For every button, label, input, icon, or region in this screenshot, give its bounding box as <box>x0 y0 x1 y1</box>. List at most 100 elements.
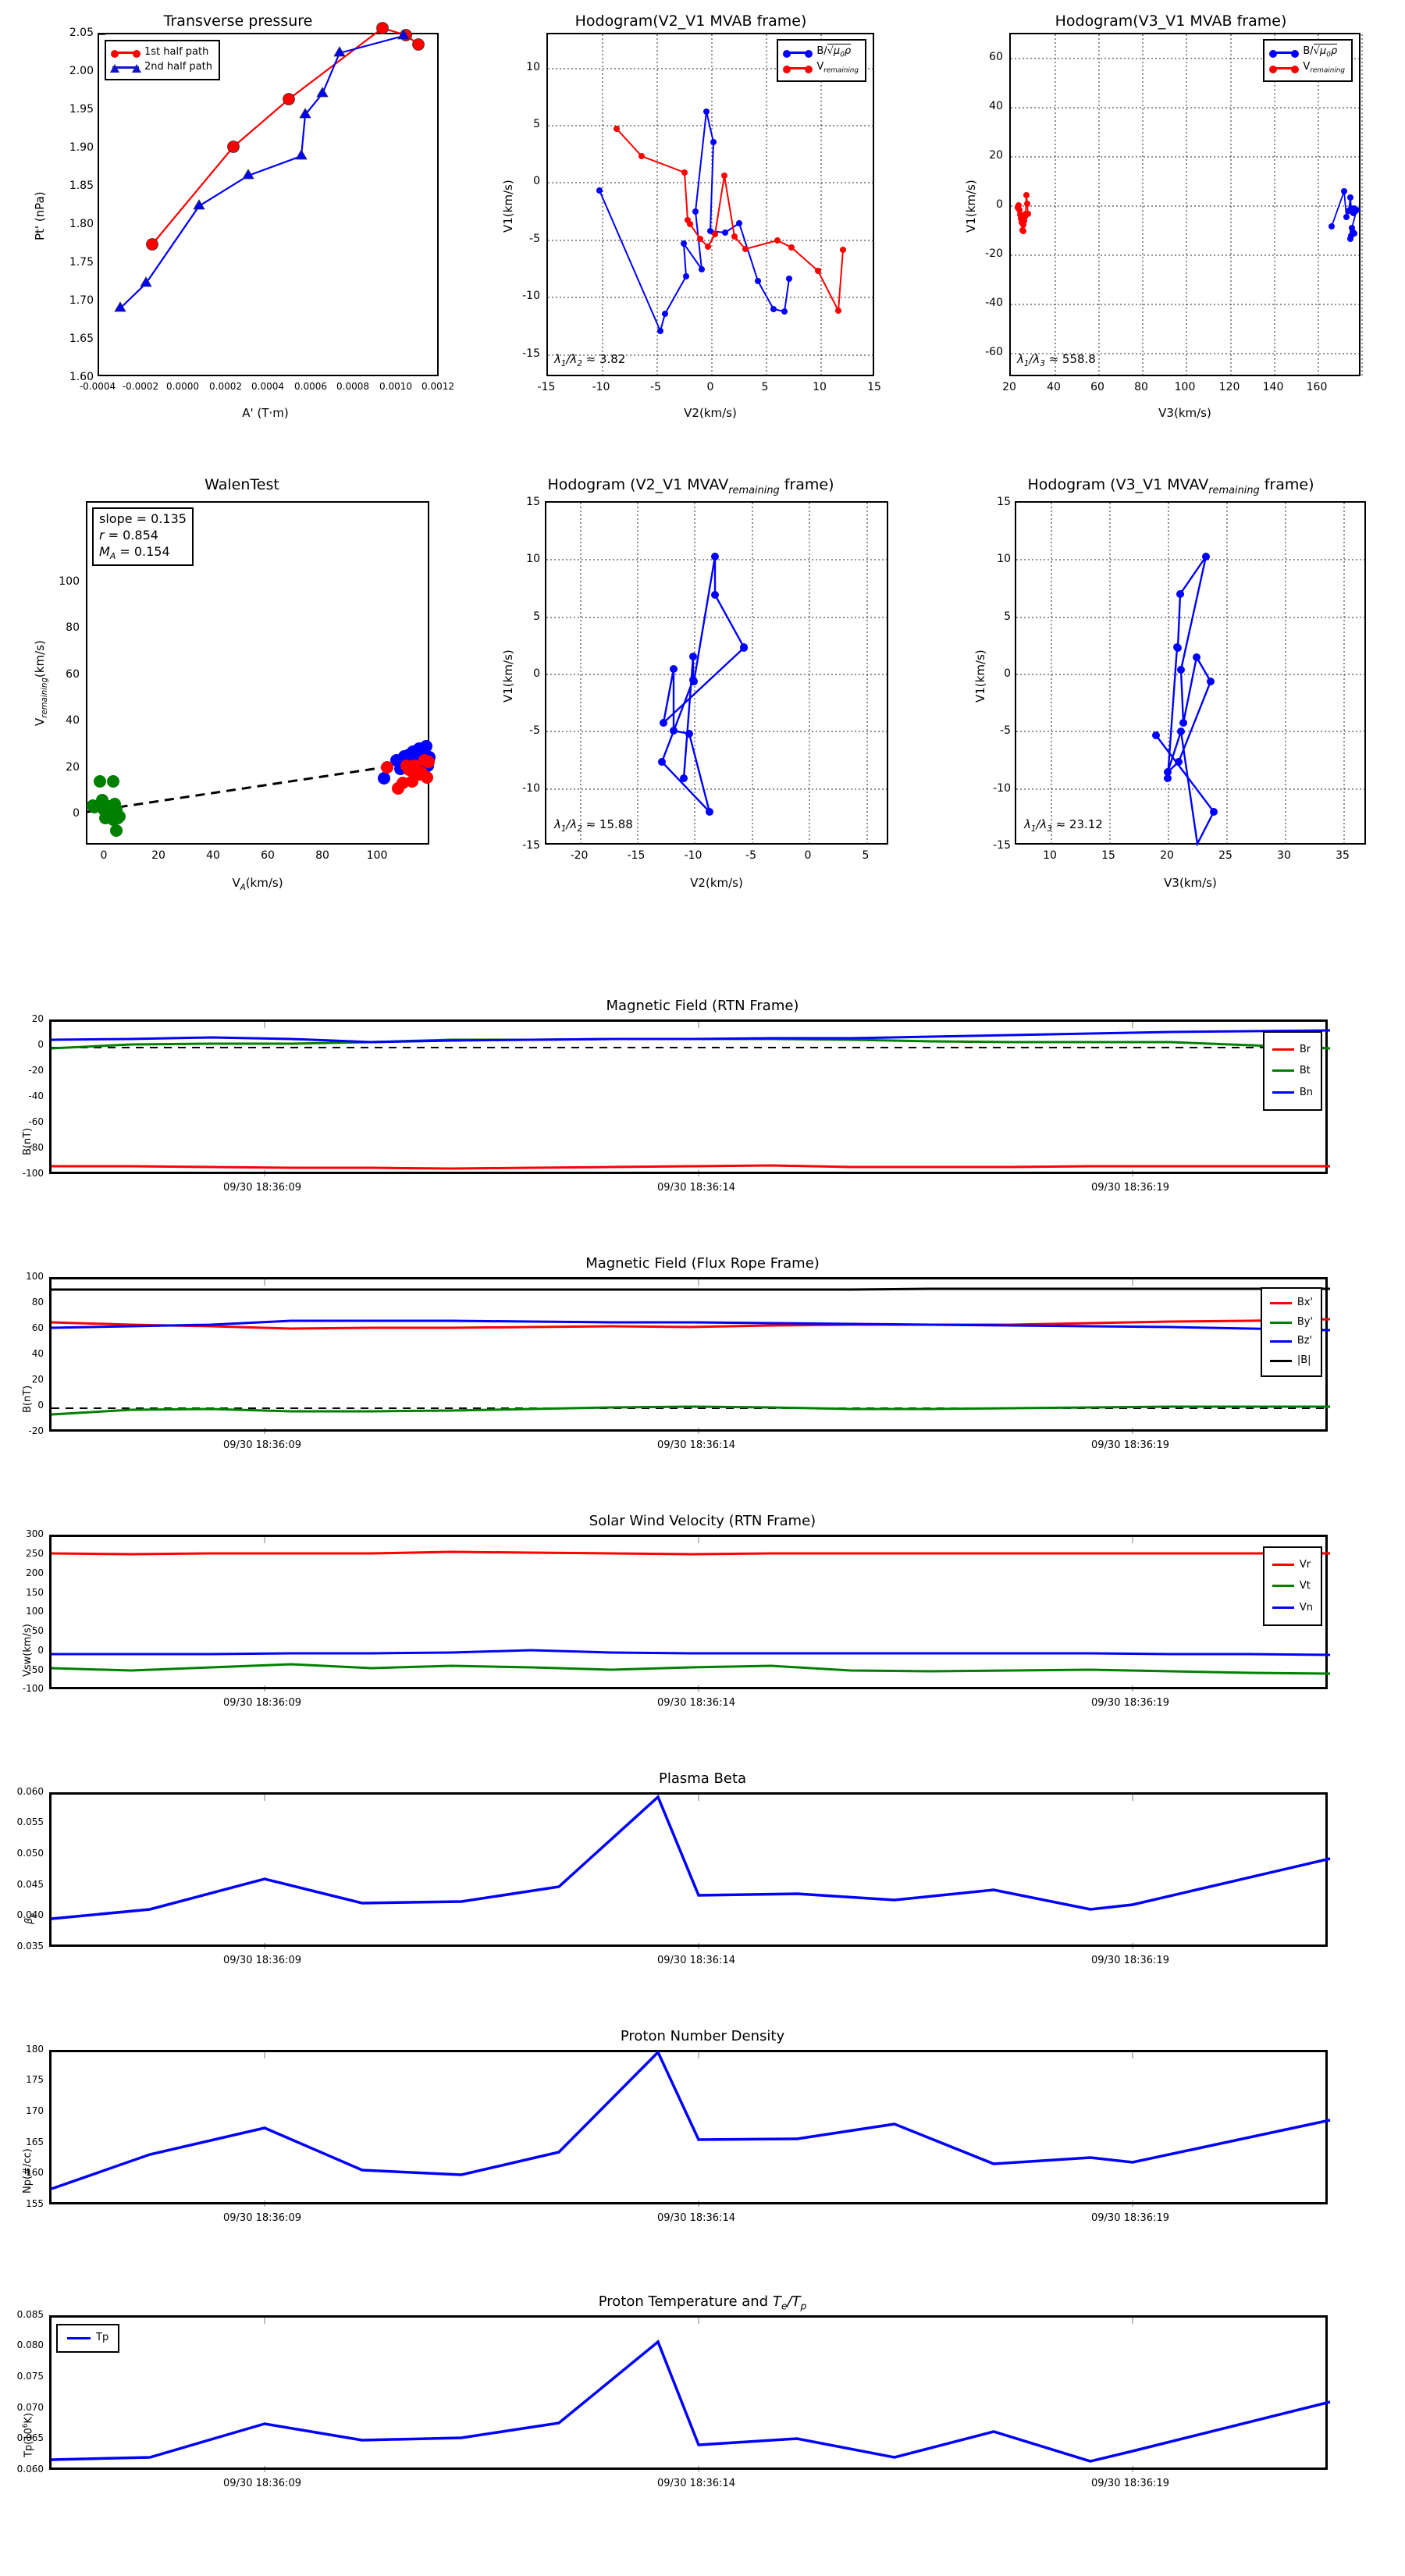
panel-hodogram-v3v1-mvav: Hodogram (V3_V1 MVAVremaining frame) V1(… <box>956 468 1393 906</box>
y-tick: 10 <box>526 553 540 565</box>
series-proton-temperature <box>51 2339 1331 2463</box>
series-proton-density <box>51 2049 1331 2190</box>
x-tick: 120 <box>1218 381 1240 393</box>
y-tick: 100 <box>26 1271 44 1282</box>
x-tick: 0.0010 <box>379 381 412 392</box>
plot-svg <box>546 503 890 846</box>
y-tick: 0.085 <box>16 2309 44 2320</box>
y-tick: 15 <box>526 496 540 508</box>
y-tick: 0 <box>533 175 540 187</box>
x-tick: 0.0004 <box>251 381 284 392</box>
x-tick: -5 <box>745 849 756 862</box>
x-tick: -15 <box>537 381 556 393</box>
y-tick: 1.85 <box>69 180 94 192</box>
y-tick: -60 <box>985 346 1003 358</box>
panel-title: Magnetic Field (RTN Frame) <box>606 998 799 1014</box>
plot-area: Vr Vt Vn <box>49 1535 1331 1692</box>
y-tick: 0.075 <box>16 2371 44 2382</box>
plot-area: B/√μ0ρ Vremaining λ1/λ2 ≈ 3.82 <box>546 33 876 378</box>
x-axis-label: VA(km/s) <box>232 876 283 892</box>
y-tick: 1.95 <box>69 103 94 116</box>
y-tick: 60 <box>989 51 1003 63</box>
y-tick: 0.080 <box>16 2339 44 2350</box>
x-tick-timestamp: 09/30 18:36:19 <box>1091 1182 1169 1194</box>
x-tick: 35 <box>1336 849 1350 862</box>
y-tick: -15 <box>522 839 540 852</box>
y-tick: 100 <box>26 1606 44 1617</box>
markers-2nd-half-path <box>114 29 410 312</box>
legend-label: Bx' <box>1297 1297 1313 1308</box>
markers-v <box>614 126 846 314</box>
y-tick: -100 <box>22 1168 44 1179</box>
panel-title: Solar Wind Velocity (RTN Frame) <box>589 1513 816 1529</box>
x-tick-timestamp: 09/30 18:36:09 <box>223 1182 301 1194</box>
y-tick: -20 <box>28 1065 44 1076</box>
panel-title: Hodogram (V2_V1 MVAVremaining frame) <box>547 476 834 496</box>
legend-item-bx: Bx' <box>1269 1293 1313 1313</box>
x-tick: 60 <box>261 849 275 862</box>
y-tick: 0.050 <box>16 1848 44 1859</box>
legend-item-1: 2nd half path <box>110 60 212 75</box>
gridlines-x <box>264 1537 1133 1692</box>
y-tick: 60 <box>31 1322 44 1333</box>
y-tick: -50 <box>28 1664 44 1675</box>
legend-item-vt: Vt <box>1272 1575 1313 1596</box>
y-tick: -40 <box>985 297 1003 309</box>
y-tick: 160 <box>26 2167 44 2178</box>
y-tick: -5 <box>529 233 540 245</box>
y-tick: 2.05 <box>69 27 94 39</box>
x-tick-timestamp: 09/30 18:36:19 <box>1091 1697 1169 1709</box>
y-tick: 150 <box>26 1587 44 1598</box>
x-tick: -15 <box>627 849 646 862</box>
panel-hodogram-v3v1-mvab: Hodogram(V3_V1 MVAB frame) V1(km/s) V3(k… <box>956 6 1393 428</box>
plot-svg <box>548 34 876 378</box>
panel-hodogram-v2v1-mvab: Hodogram(V2_V1 MVAB frame) V1(km/s) V2(k… <box>484 6 905 428</box>
series-red-cluster <box>381 754 435 795</box>
x-tick: -10 <box>684 849 702 862</box>
legend-item-bn: Bn <box>1272 1082 1313 1103</box>
legend-swatch-vn <box>1272 1606 1294 1609</box>
fit-line <box>87 759 432 813</box>
x-tick: -10 <box>592 381 610 393</box>
series-bz-prime <box>51 1319 1331 1332</box>
y-axis-label: Pt' (nPa) <box>33 191 47 240</box>
y-tick: 0.045 <box>16 1879 44 1890</box>
series-b-over-sqrt-mu0rho <box>599 111 790 334</box>
legend-label: Br <box>1299 1044 1311 1055</box>
x-tick: -0.0002 <box>122 381 159 392</box>
plot-area: Br Bt Bn <box>49 1019 1331 1176</box>
legend-label: Bt <box>1299 1065 1311 1077</box>
panel-title: Hodogram (V3_V1 MVAVremaining frame) <box>1027 476 1314 496</box>
y-tick: 1.70 <box>69 294 94 307</box>
x-tick: 0.0006 <box>294 381 327 392</box>
plot-svg <box>51 1279 1331 1434</box>
legend-swatch-blue <box>783 49 813 58</box>
y-tick: 50 <box>31 1625 44 1636</box>
x-tick-timestamp: 09/30 18:36:09 <box>223 2212 301 2224</box>
y-tick: 250 <box>26 1548 44 1559</box>
y-tick: 1.60 <box>69 371 94 383</box>
y-tick: 175 <box>26 2074 44 2085</box>
x-tick: 15 <box>867 381 881 393</box>
series-vr <box>51 1550 1330 1556</box>
x-tick: 0.0002 <box>209 381 242 392</box>
legend-item-br: Br <box>1272 1039 1313 1060</box>
x-tick-timestamp: 09/30 18:36:14 <box>657 1697 735 1709</box>
legend-label: Vr <box>1299 1559 1311 1571</box>
y-tick: 0 <box>996 198 1003 211</box>
y-axis-label: Vremaining(km/s) <box>33 640 49 726</box>
legend-item-babs: |B| <box>1269 1351 1313 1371</box>
markers-v <box>1015 192 1031 234</box>
legend-swatch-bz <box>1269 1340 1292 1343</box>
plot-area <box>49 2049 1331 2207</box>
series-trajectory <box>1155 556 1215 847</box>
legend-item-0: B/√μ0ρ <box>783 44 859 60</box>
y-tick: 0 <box>533 667 540 680</box>
legend-swatch-by <box>1269 1321 1292 1324</box>
y-tick: 20 <box>989 149 1003 162</box>
plot-svg <box>51 2049 1331 2207</box>
y-tick: -20 <box>985 247 1003 260</box>
x-tick: 160 <box>1306 381 1328 393</box>
legend-label: 2nd half path <box>144 60 212 73</box>
legend: Br Bt Bn <box>1262 1031 1322 1111</box>
